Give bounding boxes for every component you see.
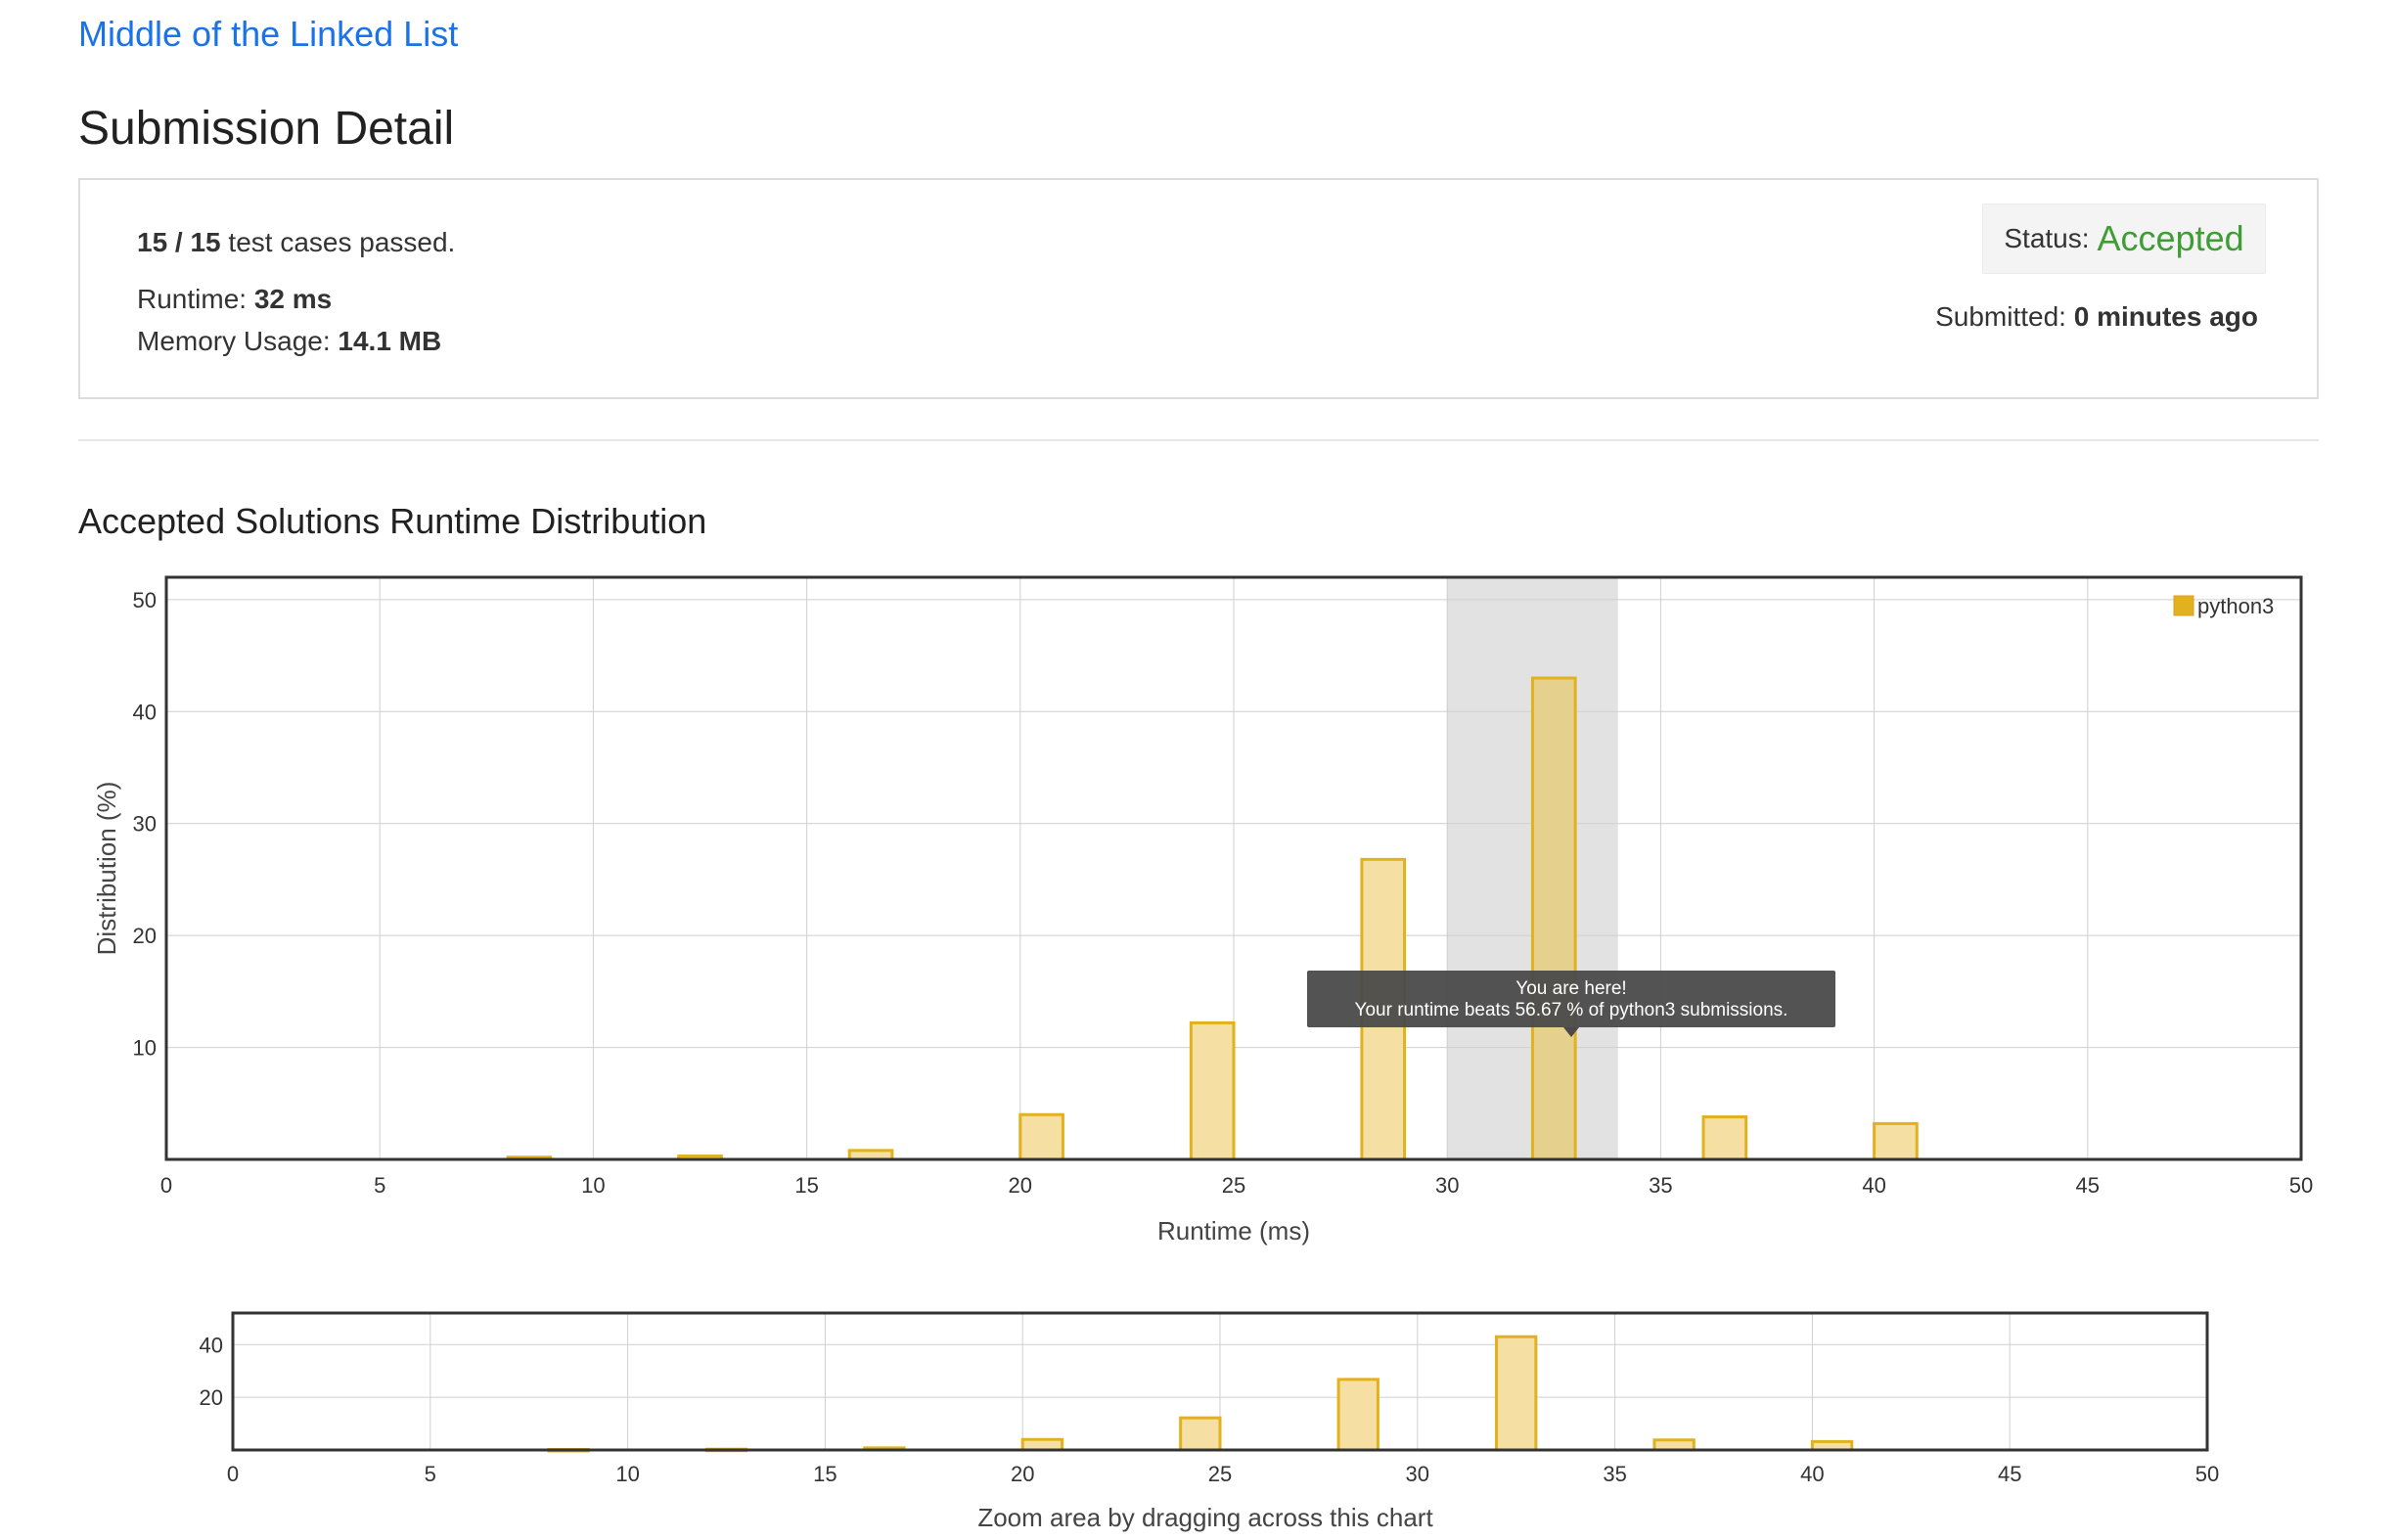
- test-cases-summary: 15 / 15 test cases passed.: [137, 227, 455, 258]
- nav-x-tick-label: 25: [1208, 1462, 1232, 1486]
- nav-x-tick-label: 35: [1603, 1462, 1626, 1486]
- legend-swatch: [2173, 595, 2194, 616]
- nav-distribution-bar: [1179, 1416, 1222, 1452]
- nav-x-tick-label: 20: [1011, 1462, 1034, 1486]
- zoom-navigator-chart[interactable]: 0 5 10 15 20 25 30 35 40 45 50 20 40 Zoom area by dra…: [0, 1282, 2397, 1540]
- nav-x-tick-label: 50: [2195, 1462, 2219, 1486]
- legend-label: python3: [2197, 594, 2274, 618]
- x-tick-label: 50: [2289, 1173, 2313, 1198]
- nav-y-tick-label: 20: [200, 1385, 223, 1410]
- tooltip-line-1: You are here!: [1515, 978, 1626, 999]
- nav-x-tick-label: 15: [813, 1462, 837, 1486]
- status-label: Status:: [2004, 223, 2090, 253]
- nav-x-tick-label: 45: [1998, 1462, 2021, 1486]
- x-tick-label: 5: [374, 1173, 385, 1198]
- nav-distribution-bar: [1020, 1437, 1064, 1452]
- distribution-bar[interactable]: [1018, 1112, 1064, 1161]
- nav-y-tick-label: 40: [200, 1333, 223, 1357]
- nav-x-tick-label: 5: [425, 1462, 436, 1486]
- memory-value: 14.1 MB: [338, 326, 442, 356]
- test-cases-count: 15 / 15: [137, 227, 221, 257]
- chart-title: Accepted Solutions Runtime Distribution: [78, 501, 707, 541]
- nav-distribution-bar: [1652, 1438, 1696, 1452]
- runtime-row: Runtime: 32 ms: [137, 284, 332, 315]
- memory-row: Memory Usage: 14.1 MB: [137, 326, 441, 357]
- x-tick-label: 20: [1009, 1173, 1032, 1198]
- plot-frame: [164, 575, 2303, 1161]
- nav-distribution-bar: [1336, 1378, 1379, 1452]
- distribution-bar[interactable]: [1530, 676, 1577, 1161]
- submitted-value: 0 minutes ago: [2073, 301, 2258, 332]
- page-title: Submission Detail: [78, 103, 455, 155]
- y-tick-label: 50: [133, 588, 157, 612]
- status-badge: Status: Accepted: [1982, 204, 2266, 274]
- status-value[interactable]: Accepted: [2097, 218, 2244, 258]
- tooltip-line-2: Your runtime beats 56.67 % of python3 su…: [1355, 1000, 1788, 1020]
- x-tick-label: 40: [1862, 1173, 1885, 1198]
- y-tick-label: 30: [133, 812, 157, 837]
- nav-x-tick-label: 40: [1800, 1462, 1824, 1486]
- x-tick-label: 30: [1435, 1173, 1459, 1198]
- distribution-bar[interactable]: [1873, 1121, 1919, 1161]
- x-tick-label: 45: [2076, 1173, 2100, 1198]
- problem-title-link[interactable]: Middle of the Linked List: [78, 14, 459, 54]
- tooltip-arrow: [1563, 1027, 1579, 1037]
- nav-x-tick-label: 0: [227, 1462, 239, 1486]
- x-tick-label: 10: [581, 1173, 605, 1198]
- submitted-row: Submitted: 0 minutes ago: [1935, 301, 2258, 333]
- tooltip-box: [1307, 971, 1835, 1027]
- zoom-caption: Zoom area by dragging across this chart: [977, 1503, 1433, 1532]
- x-tick-label: 35: [1649, 1173, 1672, 1198]
- x-axis-label: Runtime (ms): [1157, 1216, 1310, 1246]
- distribution-bar[interactable]: [1189, 1020, 1236, 1161]
- test-cases-suffix: test cases passed.: [228, 227, 456, 257]
- distribution-bar[interactable]: [1701, 1115, 1748, 1161]
- y-tick-label: 20: [133, 924, 157, 948]
- x-tick-label: 25: [1222, 1173, 1245, 1198]
- nav-plot-frame: [231, 1311, 2209, 1452]
- nav-x-tick-label: 10: [615, 1462, 639, 1486]
- y-axis-label: Distribution (%): [92, 782, 121, 956]
- nav-distribution-bar: [1495, 1335, 1538, 1452]
- nav-x-tick-label: 30: [1406, 1462, 1429, 1486]
- memory-label: Memory Usage:: [137, 326, 331, 356]
- x-tick-label: 0: [160, 1173, 172, 1198]
- runtime-distribution-chart[interactable]: 0 5 10 15 20 25 30 35 40 45 50 10 20 30 40 50 Runtime (m…: [0, 548, 2397, 1252]
- submission-detail-panel: 15 / 15 test cases passed. Runtime: 32 m…: [78, 178, 2319, 399]
- section-divider: [78, 439, 2319, 441]
- runtime-value: 32 ms: [253, 284, 333, 314]
- y-tick-label: 10: [133, 1036, 157, 1061]
- chart-legend[interactable]: python3: [2173, 594, 2274, 618]
- submitted-label: Submitted:: [1935, 301, 2066, 332]
- runtime-label: Runtime:: [137, 284, 248, 314]
- runtime-tooltip: You are here!Your runtime beats 56.67 % …: [1307, 971, 1835, 1037]
- y-tick-label: 40: [133, 700, 157, 724]
- x-tick-label: 15: [794, 1173, 818, 1198]
